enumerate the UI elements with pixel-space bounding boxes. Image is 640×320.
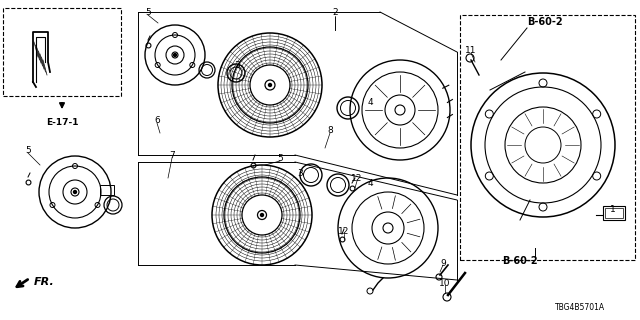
Text: 9: 9 — [440, 259, 446, 268]
Text: B-60-2: B-60-2 — [502, 256, 538, 266]
Text: 5: 5 — [145, 7, 151, 17]
Text: 3: 3 — [297, 169, 303, 178]
Text: 12: 12 — [351, 173, 363, 182]
Bar — [605, 208, 623, 218]
Text: 8: 8 — [327, 125, 333, 134]
Text: TBG4B5701A: TBG4B5701A — [555, 303, 605, 313]
Bar — [603, 206, 625, 220]
Text: 6: 6 — [154, 116, 160, 124]
Text: 10: 10 — [439, 278, 451, 287]
Text: 7: 7 — [169, 150, 175, 159]
Text: 1: 1 — [610, 205, 616, 214]
Text: E-17-1: E-17-1 — [45, 117, 78, 126]
Text: 4: 4 — [367, 98, 373, 107]
Text: B-60-2: B-60-2 — [527, 17, 563, 27]
Bar — [3, 8, 121, 96]
Text: 5: 5 — [25, 146, 31, 155]
Text: FR.: FR. — [34, 277, 55, 287]
Text: 2: 2 — [332, 7, 338, 17]
Bar — [100, 185, 114, 195]
Text: 4: 4 — [367, 179, 373, 188]
Text: 5: 5 — [277, 154, 283, 163]
Text: 3: 3 — [234, 60, 240, 69]
Text: 12: 12 — [339, 228, 349, 236]
Bar — [460, 15, 635, 260]
Circle shape — [269, 84, 271, 86]
Circle shape — [173, 53, 177, 57]
Circle shape — [260, 213, 264, 217]
Circle shape — [74, 190, 77, 194]
Text: 11: 11 — [465, 45, 477, 54]
